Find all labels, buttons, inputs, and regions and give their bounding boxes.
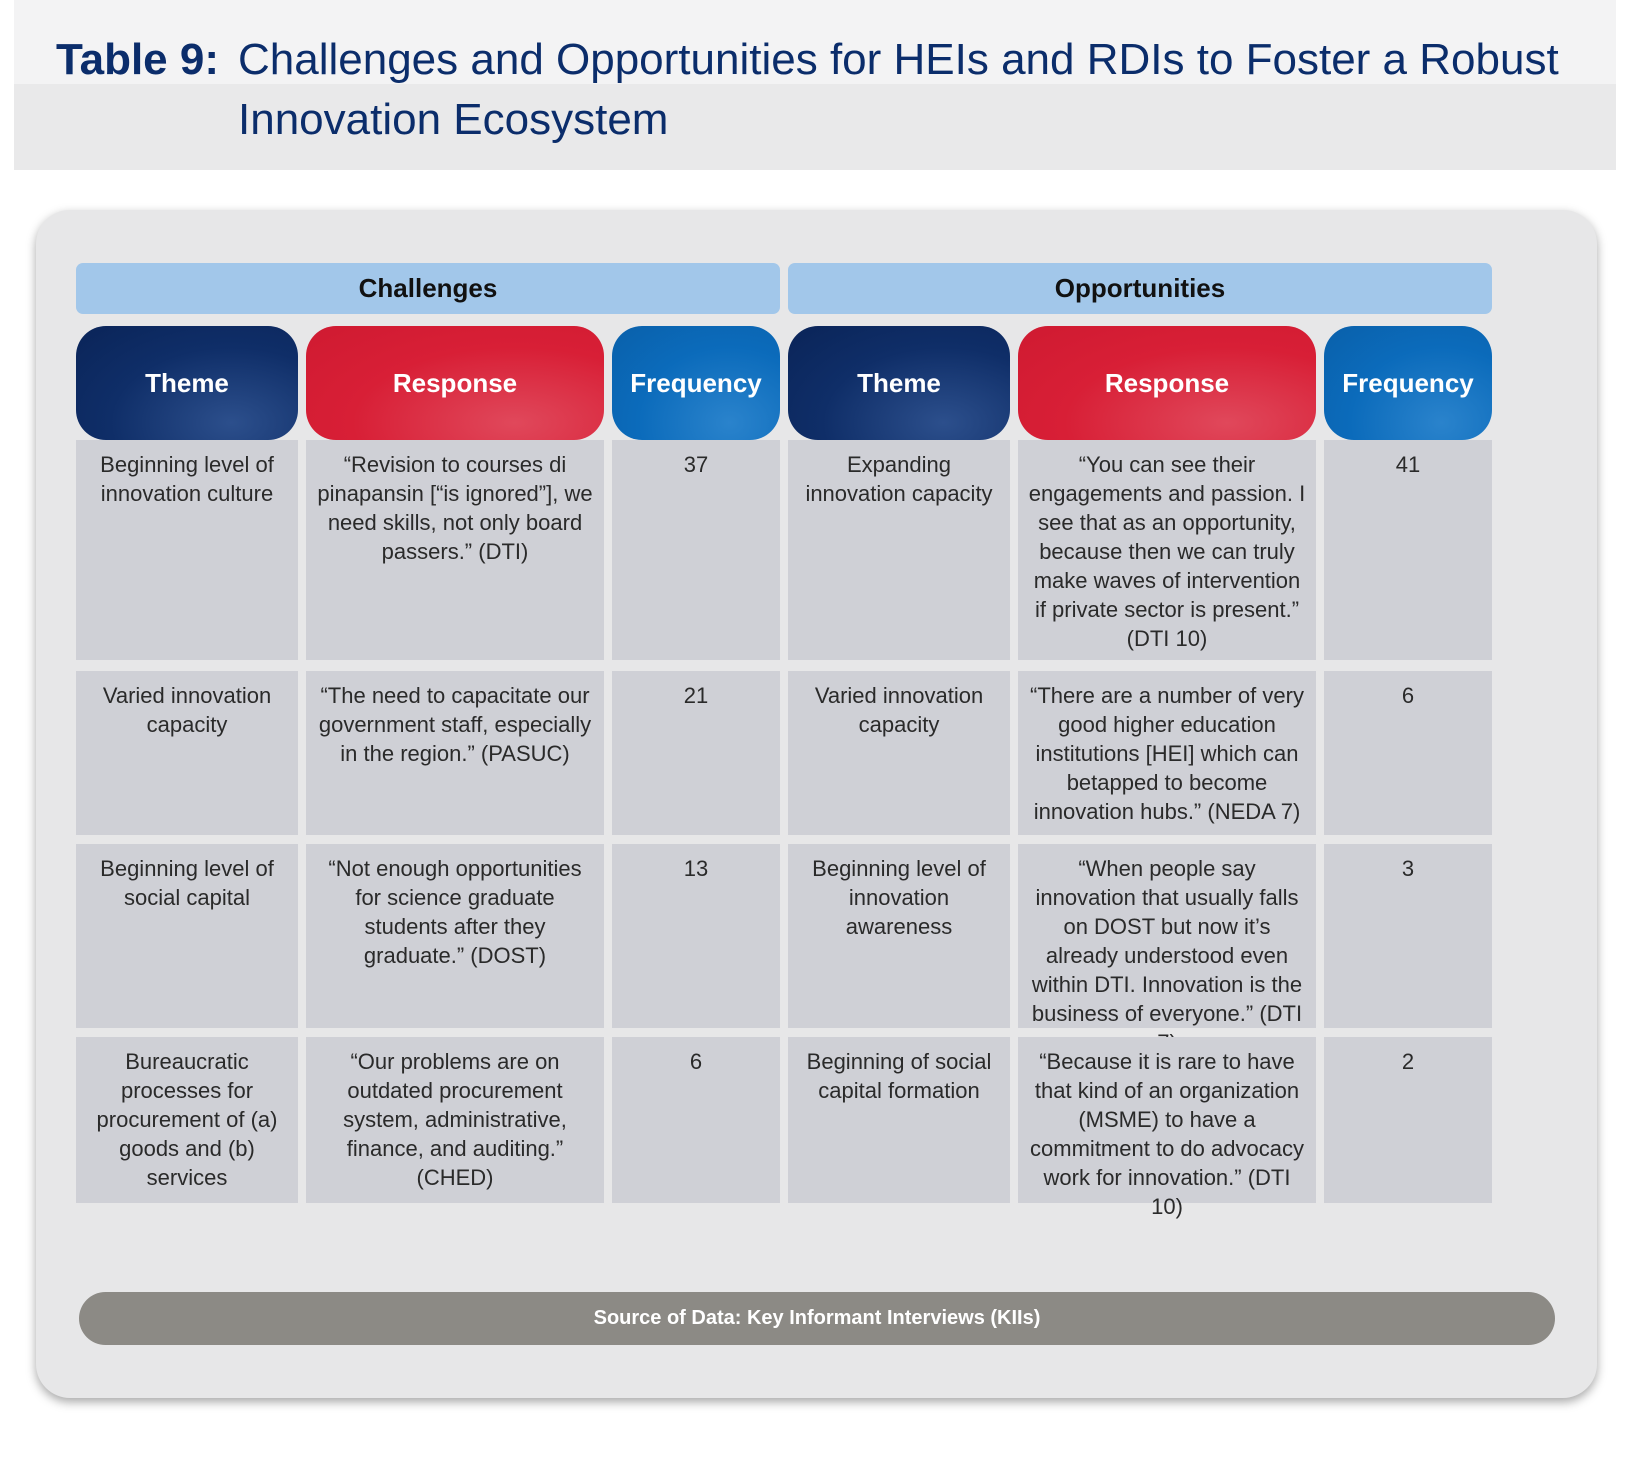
challenges-frequency-header: Frequency <box>612 326 780 440</box>
opportunity-frequency-cell: 3 <box>1324 844 1492 1028</box>
challenge-response-cell: “Not enough opportunities for science gr… <box>306 844 604 1028</box>
opportunity-response-cell: “Because it is rare to have that kind of… <box>1018 1037 1316 1219</box>
challenge-theme-cell: Bureaucratic processes for procurement o… <box>76 1037 298 1203</box>
opportunities-frequency-header: Frequency <box>1324 326 1492 440</box>
challenge-frequency-cell: 6 <box>612 1037 780 1203</box>
title-band <box>14 0 1616 170</box>
challenge-theme-cell: Beginning level of social capital <box>76 844 298 1028</box>
challenges-response-header: Response <box>306 326 604 440</box>
challenge-response-cell: “The need to capacitate our government s… <box>306 671 604 835</box>
table-number: Table 9: <box>56 35 220 84</box>
opportunity-theme-cell: Varied innovation capacity <box>788 671 1010 835</box>
source-note: Source of Data: Key Informant Interviews… <box>79 1292 1555 1345</box>
opportunity-theme-cell: Beginning of social capital formation <box>788 1037 1010 1203</box>
opportunity-response-cell: “There are a number of very good higher … <box>1018 671 1316 835</box>
challenge-theme-cell: Beginning level of innovation culture <box>76 440 298 660</box>
opportunities-response-header: Response <box>1018 326 1316 440</box>
challenge-frequency-cell: 37 <box>612 440 780 660</box>
challenge-response-cell: “Revision to courses di pinapansin [“is … <box>306 440 604 660</box>
table-card: Challenges Opportunities Theme Response … <box>36 210 1597 1398</box>
challenge-response-cell: “Our problems are on outdated procuremen… <box>306 1037 604 1203</box>
challenges-theme-header: Theme <box>76 326 298 440</box>
opportunity-theme-cell: Expanding innovation capacity <box>788 440 1010 660</box>
challenge-theme-cell: Varied innovation capacity <box>76 671 298 835</box>
challenge-frequency-cell: 21 <box>612 671 780 835</box>
challenges-header: Challenges <box>76 263 780 314</box>
opportunity-response-cell: “When people say innovation that usually… <box>1018 844 1316 1055</box>
opportunity-theme-cell: Beginning level of innovation awareness <box>788 844 1010 1028</box>
challenge-frequency-cell: 13 <box>612 844 780 1028</box>
opportunity-frequency-cell: 41 <box>1324 440 1492 660</box>
table-caption: Challenges and Opportunities for HEIs an… <box>238 35 1559 144</box>
opportunity-frequency-cell: 6 <box>1324 671 1492 835</box>
opportunity-frequency-cell: 2 <box>1324 1037 1492 1203</box>
opportunities-theme-header: Theme <box>788 326 1010 440</box>
opportunities-header: Opportunities <box>788 263 1492 314</box>
opportunity-response-cell: “You can see their engagements and passi… <box>1018 440 1316 660</box>
